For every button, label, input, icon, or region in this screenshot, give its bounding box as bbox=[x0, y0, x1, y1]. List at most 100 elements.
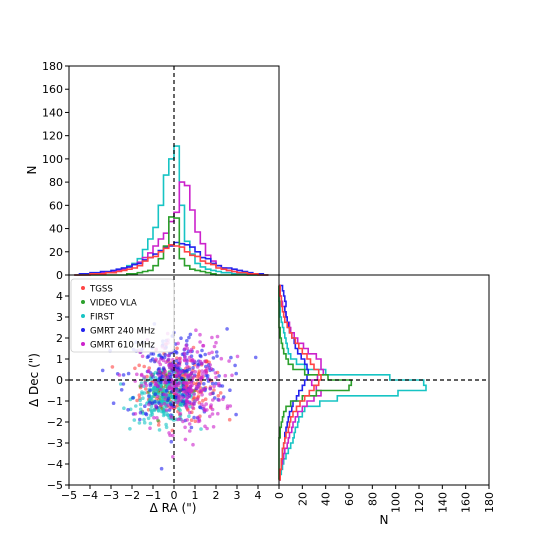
scatter-point-gmrt-610-mhz bbox=[208, 414, 212, 419]
scatter-point-gmrt-610-mhz bbox=[215, 334, 220, 339]
scatter-y-tick-label: 3 bbox=[56, 311, 63, 324]
scatter-point-gmrt-610-mhz bbox=[147, 402, 151, 407]
scatter-point-gmrt-610-mhz bbox=[182, 385, 186, 390]
scatter-point-gmrt-610-mhz bbox=[169, 415, 174, 419]
scatter-point-gmrt-610-mhz bbox=[144, 383, 149, 388]
scatter-point-gmrt-610-mhz bbox=[167, 371, 172, 376]
scatter-point-gmrt-610-mhz bbox=[217, 398, 221, 402]
scatter-point-gmrt-610-mhz bbox=[155, 416, 159, 420]
scatter-point-gmrt-610-mhz bbox=[171, 455, 175, 459]
scatter-point-gmrt-610-mhz bbox=[193, 370, 198, 374]
scatter-point-gmrt-610-mhz bbox=[169, 362, 173, 367]
scatter-x-tick-label: 0 bbox=[171, 489, 178, 502]
legend-marker-video-vla bbox=[81, 300, 85, 304]
scatter-x-tick-label: −5 bbox=[61, 489, 77, 502]
scatter-point-tgss bbox=[216, 394, 221, 398]
dec-histogram-x-tick-label: 80 bbox=[366, 492, 379, 506]
ra-histogram-y-tick-label: 120 bbox=[42, 130, 63, 143]
ra-histogram-y-tick-label: 60 bbox=[49, 199, 63, 212]
ra-histogram-y-tick-label: 180 bbox=[42, 60, 63, 73]
scatter-point-gmrt-610-mhz bbox=[185, 364, 190, 369]
scatter-point-gmrt-240-mhz bbox=[126, 371, 131, 376]
scatter-point-tgss bbox=[196, 394, 201, 398]
scatter-point-gmrt-610-mhz bbox=[164, 393, 169, 398]
scatter-point-first bbox=[162, 408, 166, 412]
scatter-point-gmrt-610-mhz bbox=[181, 419, 185, 424]
scatter-point-gmrt-610-mhz bbox=[139, 383, 144, 388]
scatter-point-tgss bbox=[201, 398, 205, 403]
scatter-point-gmrt-610-mhz bbox=[162, 402, 167, 406]
scatter-point-gmrt-610-mhz bbox=[185, 388, 190, 392]
scatter-point-gmrt-610-mhz bbox=[184, 343, 188, 348]
scatter-point-gmrt-610-mhz bbox=[185, 374, 190, 379]
scatter-point-gmrt-610-mhz bbox=[200, 402, 204, 407]
scatter-point-gmrt-240-mhz bbox=[143, 411, 148, 416]
scatter-point-gmrt-610-mhz bbox=[228, 404, 233, 408]
scatter-point-gmrt-610-mhz bbox=[171, 433, 175, 438]
scatter-point-gmrt-610-mhz bbox=[219, 356, 224, 361]
scatter-point-gmrt-610-mhz bbox=[175, 400, 180, 405]
scatter-point-gmrt-610-mhz bbox=[199, 375, 204, 380]
scatter-point-gmrt-610-mhz bbox=[164, 360, 168, 365]
scatter-point-first bbox=[188, 404, 192, 409]
scatter-point-first bbox=[138, 402, 143, 407]
scatter-point-first bbox=[138, 407, 143, 412]
scatter-point-first bbox=[161, 413, 166, 418]
dec-histogram-x-axis-label: N bbox=[380, 513, 389, 527]
scatter-point-first bbox=[128, 427, 132, 431]
scatter-point-gmrt-610-mhz bbox=[189, 384, 193, 389]
ra-histogram-y-tick-label: 140 bbox=[42, 106, 63, 119]
scatter-point-gmrt-610-mhz bbox=[183, 355, 187, 359]
scatter-point-gmrt-240-mhz bbox=[178, 389, 182, 393]
scatter-point-gmrt-240-mhz bbox=[184, 361, 189, 366]
scatter-point-gmrt-610-mhz bbox=[155, 394, 160, 399]
dec-histogram-x-tick-label: 100 bbox=[390, 492, 403, 513]
scatter-point-gmrt-610-mhz bbox=[152, 415, 156, 420]
scatter-point-gmrt-610-mhz bbox=[198, 340, 202, 344]
scatter-point-gmrt-240-mhz bbox=[165, 388, 169, 393]
scatter-point-gmrt-240-mhz bbox=[214, 350, 219, 354]
scatter-point-gmrt-610-mhz bbox=[195, 386, 200, 390]
scatter-point-gmrt-610-mhz bbox=[235, 354, 240, 359]
scatter-point-first bbox=[142, 417, 146, 422]
scatter-point-gmrt-610-mhz bbox=[178, 411, 183, 416]
scatter-point-gmrt-610-mhz bbox=[175, 369, 180, 374]
scatter-point-gmrt-610-mhz bbox=[180, 369, 184, 374]
scatter-point-gmrt-240-mhz bbox=[159, 466, 164, 471]
scatter-point-gmrt-240-mhz bbox=[138, 410, 143, 415]
scatter-point-gmrt-610-mhz bbox=[133, 412, 138, 416]
scatter-point-gmrt-610-mhz bbox=[175, 388, 179, 393]
legend-marker-gmrt-240 bbox=[81, 328, 85, 332]
legend-marker-first bbox=[81, 314, 85, 318]
scatter-point-first bbox=[146, 416, 151, 421]
scatter-point-gmrt-610-mhz bbox=[157, 373, 161, 378]
scatter-point-gmrt-610-mhz bbox=[135, 372, 139, 377]
scatter-point-gmrt-240-mhz bbox=[100, 368, 105, 373]
scatter-point-tgss bbox=[156, 423, 161, 427]
scatter-point-gmrt-240-mhz bbox=[203, 352, 207, 357]
scatter-point-gmrt-610-mhz bbox=[167, 431, 171, 435]
scatter-point-gmrt-610-mhz bbox=[209, 403, 213, 407]
scatter-point-gmrt-240-mhz bbox=[198, 405, 203, 410]
scatter-x-tick-label: −4 bbox=[82, 489, 98, 502]
scatter-point-gmrt-610-mhz bbox=[214, 340, 218, 345]
scatter-point-gmrt-610-mhz bbox=[153, 383, 158, 387]
scatter-point-gmrt-610-mhz bbox=[147, 368, 151, 373]
scatter-point-gmrt-610-mhz bbox=[140, 354, 145, 359]
scatter-point-first bbox=[142, 420, 147, 425]
scatter-point-gmrt-610-mhz bbox=[162, 371, 166, 376]
scatter-point-first bbox=[149, 409, 154, 413]
scatter-point-gmrt-240-mhz bbox=[131, 396, 135, 400]
scatter-y-tick-label: 2 bbox=[56, 332, 63, 345]
ra-histogram-y-tick-label: 40 bbox=[49, 223, 63, 236]
scatter-point-gmrt-610-mhz bbox=[211, 425, 216, 429]
ra-histogram-y-tick-label: 0 bbox=[56, 269, 63, 282]
scatter-point-gmrt-240-mhz bbox=[147, 394, 151, 399]
scatter-point-gmrt-610-mhz bbox=[158, 357, 163, 361]
scatter-point-gmrt-610-mhz bbox=[176, 341, 180, 346]
scatter-y-tick-label: −4 bbox=[47, 458, 63, 471]
scatter-point-first bbox=[157, 428, 162, 432]
scatter-point-first bbox=[149, 397, 153, 401]
scatter-point-gmrt-240-mhz bbox=[211, 356, 216, 360]
scatter-point-gmrt-240-mhz bbox=[185, 339, 189, 343]
